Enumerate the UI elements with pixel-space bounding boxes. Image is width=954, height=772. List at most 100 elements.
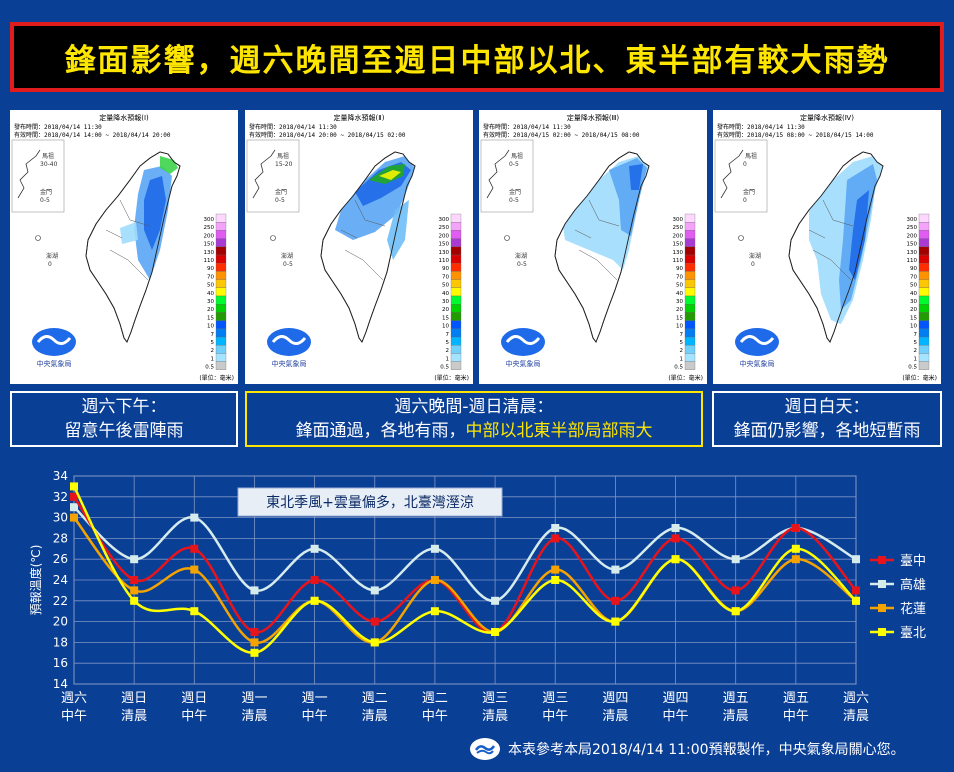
x-tick-label-day: 週一 <box>241 691 267 706</box>
x-tick-label-time: 中午 <box>181 709 207 724</box>
data-point-高雄 <box>611 565 620 574</box>
legend-swatch-marker <box>878 628 886 636</box>
scale-swatch <box>684 271 696 280</box>
x-tick-label-day: 週五 <box>723 691 749 706</box>
caption-text: 鋒面通過，各地有雨， <box>295 421 466 441</box>
map-header: 定量降水預報(Ⅱ) <box>334 113 385 122</box>
scale-swatch <box>684 336 696 346</box>
unit-label: (單位：毫米) <box>668 374 703 382</box>
scale-label: 40 <box>676 291 683 297</box>
scale-swatch <box>450 361 462 370</box>
penghu-value: 0-5 <box>517 261 527 268</box>
x-tick-label-time: 清晨 <box>362 709 388 724</box>
y-tick-label: 26 <box>53 552 68 566</box>
kinmen-label: 金門 <box>40 188 52 196</box>
scale-label: 1 <box>680 356 684 362</box>
legend-label: 花蓮 <box>900 601 926 617</box>
scale-label: 5 <box>680 340 684 346</box>
cwb-map-logo-icon <box>32 328 76 356</box>
scale-label: 20 <box>676 307 683 313</box>
scale-label: 70 <box>442 274 449 280</box>
scale-label: 110 <box>907 258 918 264</box>
data-point-臺中 <box>130 576 139 584</box>
scale-label: 7 <box>446 332 450 338</box>
scale-label: 50 <box>207 283 214 289</box>
mazu-label: 馬祖 <box>277 152 289 160</box>
scale-label: 90 <box>207 266 214 272</box>
series-line-臺中 <box>72 496 857 634</box>
scale-label: 10 <box>910 324 917 330</box>
scale-swatch <box>215 213 227 223</box>
scale-label: 200 <box>673 233 684 239</box>
map-issued-time: 發布時間：2018/04/14 11:30 <box>483 123 571 131</box>
scale-label: 7 <box>211 332 215 338</box>
scale-swatch <box>450 312 462 321</box>
legend-label: 高雄 <box>900 577 926 593</box>
x-tick-label-time: 中午 <box>663 709 689 724</box>
scale-label: 200 <box>204 233 215 239</box>
scale-label: 10 <box>442 324 449 330</box>
scale-swatch <box>450 345 462 354</box>
scale-label: 300 <box>907 217 918 223</box>
scale-swatch <box>918 254 930 264</box>
scale-swatch <box>918 304 930 313</box>
y-tick-label: 18 <box>53 635 68 649</box>
scale-label: 2 <box>680 348 684 354</box>
kinmen-value: 0 <box>743 197 747 204</box>
scale-swatch <box>215 353 227 362</box>
scale-label: 300 <box>204 217 215 223</box>
scale-swatch <box>684 295 696 305</box>
scale-label: 2 <box>914 348 918 354</box>
mazu-value: 15-20 <box>275 161 293 168</box>
scale-label: 1 <box>211 356 215 362</box>
scale-label: 200 <box>907 233 918 239</box>
taiwan-outline-border <box>554 151 650 343</box>
series-line-高雄 <box>73 506 857 603</box>
data-point-高雄 <box>430 544 439 553</box>
annotation-box <box>237 487 503 517</box>
y-tick-label: 22 <box>53 594 68 608</box>
rain-map-svg: 定量降水預報(Ⅳ)發布時間：2018/04/14 11:30有效時間：2018/… <box>714 113 937 382</box>
caption-text: 鋒面仍影響，各地短暫雨 <box>733 421 921 441</box>
scale-swatch <box>918 320 930 329</box>
scale-swatch <box>215 304 227 313</box>
y-tick-label: 16 <box>53 656 68 670</box>
penghu-island <box>270 235 276 241</box>
scale-swatch <box>215 246 227 256</box>
x-tick-label-day: 週三 <box>542 691 568 706</box>
x-tick-label-time: 中午 <box>61 709 87 724</box>
china-coast <box>486 149 510 199</box>
penghu-label: 澎湖 <box>46 252 58 260</box>
y-tick-label: 32 <box>53 490 68 504</box>
cwb-map-logo-icon <box>267 328 311 356</box>
taiwan-outline-border <box>320 151 416 343</box>
scale-swatch <box>918 336 930 346</box>
data-point-花蓮 <box>70 513 78 522</box>
scale-label: 200 <box>439 233 450 239</box>
scale-swatch <box>215 328 227 338</box>
china-coast <box>17 149 41 199</box>
scale-swatch <box>684 263 696 272</box>
scale-swatch <box>450 238 462 247</box>
x-tick-label-time: 清晨 <box>723 709 749 724</box>
legend-label: 臺北 <box>900 626 926 641</box>
legend-swatch-marker <box>878 556 886 564</box>
scale-swatch <box>684 320 696 329</box>
x-tick-label-day: 週六 <box>843 691 869 706</box>
scale-label: 70 <box>910 274 917 280</box>
map-agency: 中央氣象局 <box>506 359 541 368</box>
data-point-花蓮 <box>190 565 199 574</box>
x-tick-label-day: 週一 <box>302 691 328 706</box>
scale-label: 0.5 <box>674 365 683 371</box>
scale-label: 250 <box>907 225 918 231</box>
caption-highlight: 中部以北東半部局部雨大 <box>465 421 653 441</box>
map-header: 定量降水預報(Ⅰ) <box>99 113 149 122</box>
scale-label: 110 <box>204 258 215 264</box>
x-tick-label-time: 中午 <box>302 709 328 724</box>
scale-label: 130 <box>907 250 918 256</box>
x-tick-label-day: 週三 <box>482 691 508 706</box>
scale-label: 40 <box>910 291 917 297</box>
scale-label: 130 <box>204 250 215 256</box>
cwb-map-logo-icon <box>501 328 545 356</box>
rain-map-svg: 定量降水預報(Ⅲ)發布時間：2018/04/14 11:30有效時間：2018/… <box>480 113 703 382</box>
